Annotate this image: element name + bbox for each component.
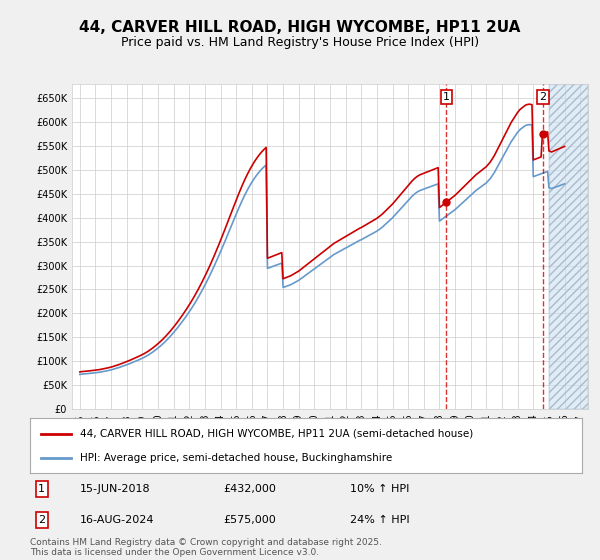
Text: 1: 1 <box>443 92 450 102</box>
Text: HPI: Average price, semi-detached house, Buckinghamshire: HPI: Average price, semi-detached house,… <box>80 453 392 463</box>
Text: 2: 2 <box>38 515 46 525</box>
Text: 16-AUG-2024: 16-AUG-2024 <box>80 515 154 525</box>
Text: Price paid vs. HM Land Registry's House Price Index (HPI): Price paid vs. HM Land Registry's House … <box>121 36 479 49</box>
Text: £575,000: £575,000 <box>223 515 276 525</box>
Text: 10% ↑ HPI: 10% ↑ HPI <box>350 484 410 494</box>
Text: 44, CARVER HILL ROAD, HIGH WYCOMBE, HP11 2UA (semi-detached house): 44, CARVER HILL ROAD, HIGH WYCOMBE, HP11… <box>80 429 473 438</box>
Text: 15-JUN-2018: 15-JUN-2018 <box>80 484 151 494</box>
Text: 1: 1 <box>38 484 45 494</box>
Text: 2: 2 <box>539 92 547 102</box>
Text: 24% ↑ HPI: 24% ↑ HPI <box>350 515 410 525</box>
Text: 44, CARVER HILL ROAD, HIGH WYCOMBE, HP11 2UA: 44, CARVER HILL ROAD, HIGH WYCOMBE, HP11… <box>79 20 521 35</box>
Text: £432,000: £432,000 <box>223 484 276 494</box>
Text: Contains HM Land Registry data © Crown copyright and database right 2025.
This d: Contains HM Land Registry data © Crown c… <box>30 538 382 557</box>
